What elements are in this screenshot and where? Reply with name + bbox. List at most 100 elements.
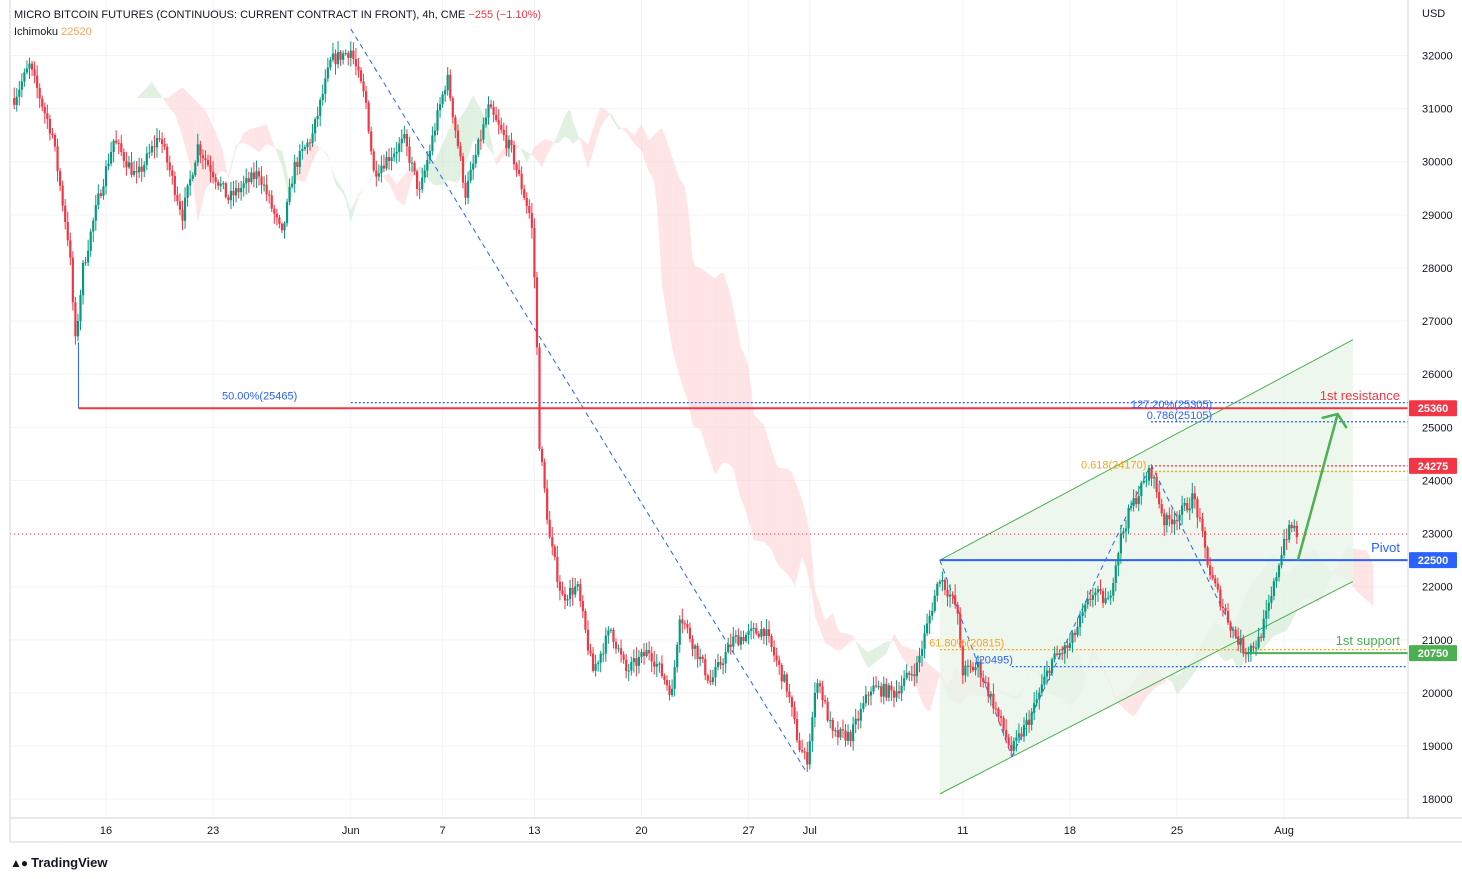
candle-body <box>132 170 136 175</box>
candle <box>581 595 584 619</box>
candle-body <box>13 97 16 105</box>
cloud-segment <box>149 82 152 98</box>
cloud-segment <box>485 119 489 149</box>
candle-body <box>194 162 197 176</box>
candle-body <box>1168 515 1171 520</box>
candle <box>270 190 273 213</box>
cloud-segment <box>575 127 578 142</box>
cloud-segment <box>261 125 265 150</box>
candle-body <box>489 104 493 108</box>
candle <box>1260 633 1263 642</box>
candle-body <box>227 197 230 201</box>
candle-body <box>270 195 273 209</box>
x-tick-label: 27 <box>742 825 754 837</box>
x-tick-label: 25 <box>1171 825 1183 837</box>
candle <box>852 716 855 751</box>
price-tag-bg <box>1409 457 1457 474</box>
candle <box>589 643 592 657</box>
candle <box>775 647 778 667</box>
candle-body <box>444 90 447 95</box>
candle <box>89 228 92 257</box>
candle <box>1135 490 1138 508</box>
candle <box>479 129 482 150</box>
candle-body <box>1254 647 1258 649</box>
candle <box>234 180 238 203</box>
candle-body <box>176 194 179 202</box>
candle <box>13 87 16 110</box>
cloud-segment <box>820 605 823 637</box>
candle-body <box>283 223 286 231</box>
candle-body <box>780 665 783 682</box>
candle <box>711 669 714 685</box>
candle-body <box>933 595 936 611</box>
fib-label: 127.20%(25305) <box>1131 399 1212 411</box>
cloud-segment <box>345 195 349 212</box>
candle-body <box>1130 505 1133 508</box>
candle <box>1239 629 1242 654</box>
candle-body <box>423 170 426 178</box>
candle <box>1058 649 1061 660</box>
candle <box>691 635 694 657</box>
cloud-segment <box>236 143 239 150</box>
candle-body <box>1183 502 1186 506</box>
candle <box>920 640 924 667</box>
candle-body <box>813 692 816 718</box>
candle-body <box>1135 498 1138 504</box>
candle-body <box>915 662 918 677</box>
candle-body <box>1028 719 1031 725</box>
cloud-segment <box>794 479 798 587</box>
symbol-title[interactable]: MICRO BITCOIN FUTURES (CONTINUOUS: CURRE… <box>14 9 466 21</box>
cloud-segment <box>761 422 764 542</box>
candle-body <box>1112 582 1115 596</box>
candle-body <box>722 663 725 666</box>
candle <box>727 637 730 654</box>
candle <box>265 174 268 202</box>
candle-body <box>51 133 54 136</box>
candle <box>166 143 169 171</box>
cloud-segment <box>358 191 361 197</box>
candle <box>127 155 131 170</box>
cloud-segment <box>937 671 940 685</box>
cloud-segment <box>200 105 203 212</box>
candle <box>1117 551 1120 577</box>
candle-body <box>400 138 403 144</box>
candle-body <box>421 177 424 190</box>
candle <box>632 649 635 673</box>
candle-body <box>719 662 722 666</box>
candle-body <box>767 629 771 637</box>
cloud-segment <box>802 500 805 565</box>
candle <box>571 577 574 606</box>
candle-body <box>1033 703 1036 713</box>
candle <box>48 114 51 141</box>
candle <box>877 680 880 690</box>
candle-body <box>1270 595 1273 603</box>
candle-body <box>1175 519 1179 521</box>
candle-body <box>186 185 189 198</box>
currency-label[interactable]: USD <box>1422 8 1446 20</box>
candle-body <box>385 157 388 169</box>
candle-body <box>701 656 704 659</box>
tradingview-logo[interactable]: ▲● TradingView <box>10 855 107 870</box>
candle <box>948 584 952 608</box>
candle <box>1191 482 1194 514</box>
candle-body <box>43 106 46 114</box>
candle <box>122 148 125 168</box>
candle-body <box>1035 699 1038 704</box>
indicator-value: 22520 <box>61 26 92 38</box>
candle-body <box>413 162 416 172</box>
candle <box>984 675 987 688</box>
candle <box>1219 585 1222 611</box>
candle-body <box>964 665 967 676</box>
channel-upper-line <box>939 339 1354 561</box>
candle-body <box>1188 508 1191 511</box>
candle-body <box>926 623 929 634</box>
indicator-legend[interactable]: Ichimoku 22520 <box>14 26 92 38</box>
candle-body <box>711 677 714 683</box>
candle <box>1124 519 1128 543</box>
candle-body <box>357 66 360 71</box>
candle <box>324 69 327 103</box>
cloud-segment <box>919 653 922 703</box>
candle <box>678 615 681 653</box>
candle-body <box>247 178 250 183</box>
